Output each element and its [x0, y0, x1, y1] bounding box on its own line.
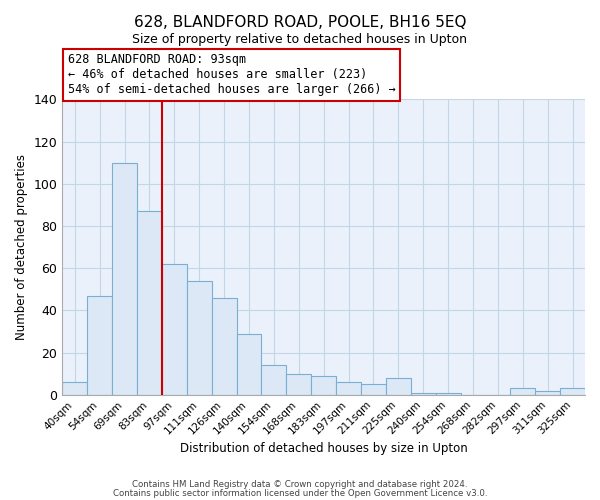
- Bar: [336, 382, 361, 394]
- Bar: [286, 374, 311, 394]
- Bar: [62, 382, 87, 394]
- Bar: [386, 378, 411, 394]
- Bar: [560, 388, 585, 394]
- Text: 628, BLANDFORD ROAD, POOLE, BH16 5EQ: 628, BLANDFORD ROAD, POOLE, BH16 5EQ: [134, 15, 466, 30]
- Bar: [212, 298, 236, 394]
- Bar: [411, 392, 436, 394]
- Bar: [361, 384, 386, 394]
- Text: Contains public sector information licensed under the Open Government Licence v3: Contains public sector information licen…: [113, 488, 487, 498]
- Bar: [162, 264, 187, 394]
- Bar: [187, 281, 212, 394]
- Bar: [311, 376, 336, 394]
- Bar: [236, 334, 262, 394]
- Bar: [262, 365, 286, 394]
- Y-axis label: Number of detached properties: Number of detached properties: [15, 154, 28, 340]
- X-axis label: Distribution of detached houses by size in Upton: Distribution of detached houses by size …: [180, 442, 467, 455]
- Text: Contains HM Land Registry data © Crown copyright and database right 2024.: Contains HM Land Registry data © Crown c…: [132, 480, 468, 489]
- Bar: [436, 392, 461, 394]
- Bar: [535, 390, 560, 394]
- Bar: [511, 388, 535, 394]
- Bar: [87, 296, 112, 394]
- Bar: [137, 211, 162, 394]
- Text: Size of property relative to detached houses in Upton: Size of property relative to detached ho…: [133, 32, 467, 46]
- Text: 628 BLANDFORD ROAD: 93sqm
← 46% of detached houses are smaller (223)
54% of semi: 628 BLANDFORD ROAD: 93sqm ← 46% of detac…: [68, 54, 395, 96]
- Bar: [112, 162, 137, 394]
